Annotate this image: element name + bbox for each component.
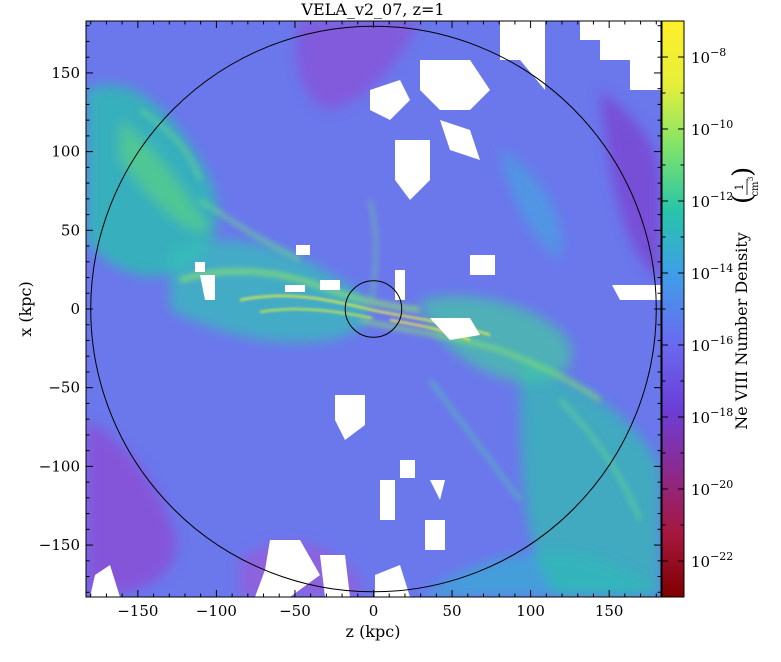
colorbar-unit-numerator: 1 <box>733 184 746 191</box>
colorbar-tick-label: 10−20 <box>691 478 733 499</box>
colorbar-tick-label: 10−12 <box>691 190 733 211</box>
colorbar-tick-label: 10−16 <box>691 334 733 355</box>
x-tick-label: 50 <box>443 602 462 620</box>
y-tick-label: −150 <box>39 536 80 554</box>
x-tick-labels: −150 −100 −50 0 50 100 150 <box>117 602 623 620</box>
colorbar-label: Ne VIII Number Density ( 1 cm 3 ) <box>728 167 761 430</box>
axis-ticks <box>86 21 661 597</box>
y-tick-label: −50 <box>48 379 80 397</box>
colorbar-unit-close-paren: ) <box>728 167 758 177</box>
colorbar-label-text: Ne VIII Number Density <box>732 232 751 429</box>
density-map <box>86 21 661 597</box>
y-tick-label: 50 <box>61 221 80 239</box>
y-tick-label: 100 <box>51 143 80 161</box>
colorbar-tick-label: 10−18 <box>691 406 733 427</box>
chart-title: VELA_v2_07, z=1 <box>300 0 444 19</box>
map-diffuse-regions <box>86 21 661 597</box>
map-filaments <box>138 108 643 521</box>
y-tick-labels: −150 −100 −50 0 50 100 150 <box>39 64 80 554</box>
colorbar-unit-denominator: cm <box>750 181 761 197</box>
x-tick-label: 0 <box>369 602 379 620</box>
colorbar-tick-label: 10−22 <box>691 550 733 571</box>
colorbar-unit-open-paren: ( <box>728 194 758 204</box>
colorbar-tick-label: 10−8 <box>691 46 726 67</box>
x-tick-label: 100 <box>516 602 545 620</box>
y-tick-label: 150 <box>51 64 80 82</box>
x-tick-label: 150 <box>595 602 624 620</box>
colorbar-ticks: 10−8 10−10 10−12 10−14 10−16 10−18 10−20 10−22 <box>662 20 733 598</box>
colorbar-tick-label: 10−10 <box>691 118 733 139</box>
map-masked-regions <box>90 21 661 597</box>
x-tick-label: −100 <box>196 602 237 620</box>
colorbar-tick-label: 10−14 <box>691 262 733 283</box>
y-axis-label: x (kpc) <box>16 281 35 337</box>
x-tick-label: −50 <box>279 602 311 620</box>
colorbar-unit-exponent: 3 <box>747 177 755 181</box>
inner-radius-circle <box>344 280 403 338</box>
y-tick-label: 0 <box>70 300 80 318</box>
y-tick-label: −100 <box>39 457 80 475</box>
x-axis-label: z (kpc) <box>346 622 401 641</box>
x-tick-label: −150 <box>117 602 158 620</box>
